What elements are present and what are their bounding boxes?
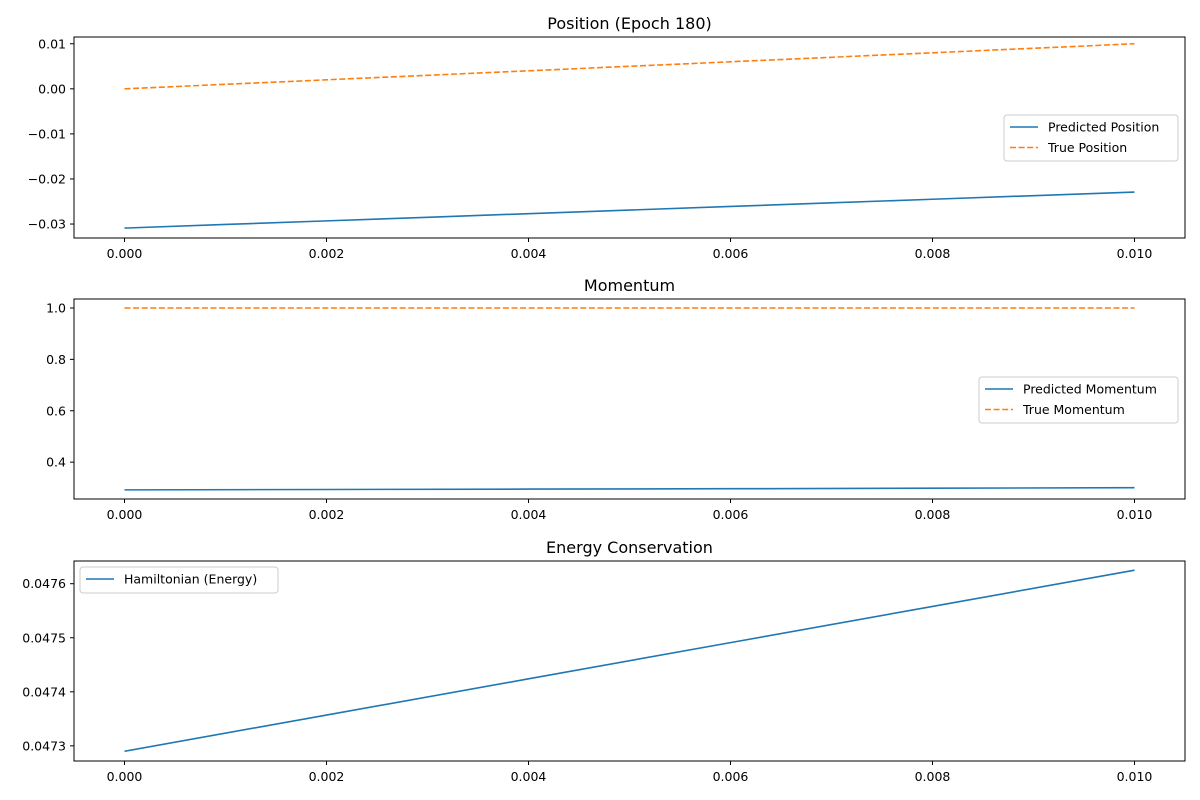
x-tick-label: 0.006 bbox=[713, 769, 749, 784]
x-tick-label: 0.004 bbox=[511, 246, 547, 261]
x-tick-label: 0.000 bbox=[107, 507, 143, 522]
y-tick-label: 0.00 bbox=[38, 81, 66, 96]
x-tick-label: 0.000 bbox=[107, 769, 143, 784]
x-tick-label: 0.002 bbox=[309, 246, 345, 261]
x-tick-label: 0.006 bbox=[713, 246, 749, 261]
x-tick-label: 0.008 bbox=[915, 246, 951, 261]
y-tick-label: 0.8 bbox=[46, 352, 66, 367]
legend-label: Predicted Position bbox=[1048, 120, 1159, 135]
subplot-1: Position (Epoch 180) 0.000 0.002 0.004 0.006… bbox=[28, 14, 1185, 261]
y-tick-label: 0.4 bbox=[46, 455, 66, 470]
x-tick-label: 0.004 bbox=[511, 507, 547, 522]
legend: Hamiltonian (Energy) bbox=[80, 567, 278, 593]
y-tick-label: 0.0474 bbox=[22, 684, 66, 699]
chart-title: Energy Conservation bbox=[546, 538, 713, 557]
legend-label: True Position bbox=[1047, 140, 1127, 155]
y-tick-label: −0.03 bbox=[28, 217, 66, 232]
y-tick-label: 0.0473 bbox=[22, 738, 66, 753]
y-tick-label: 0.01 bbox=[38, 36, 66, 51]
legend-label: Hamiltonian (Energy) bbox=[124, 572, 257, 587]
x-tick-label: 0.010 bbox=[1117, 769, 1153, 784]
y-tick-label: −0.02 bbox=[28, 171, 66, 186]
x-tick-label: 0.010 bbox=[1117, 507, 1153, 522]
subplot-2: Momentum 0.000 0.002 0.004 0.006 0.008 0.010 0.… bbox=[46, 276, 1185, 522]
chart-title: Momentum bbox=[584, 276, 675, 295]
x-tick-label: 0.008 bbox=[915, 507, 951, 522]
subplot-3: Energy Conservation 0.000 0.002 0.004 0.006 0… bbox=[22, 538, 1185, 784]
y-tick-label: 0.6 bbox=[46, 403, 66, 418]
x-tick-label: 0.010 bbox=[1117, 246, 1153, 261]
x-tick-label: 0.006 bbox=[713, 507, 749, 522]
series-line bbox=[125, 192, 1135, 228]
chart-title: Position (Epoch 180) bbox=[547, 14, 711, 33]
x-tick-label: 0.002 bbox=[309, 507, 345, 522]
x-tick-label: 0.008 bbox=[915, 769, 951, 784]
y-tick-label: 1.0 bbox=[46, 300, 66, 315]
legend-label: True Momentum bbox=[1022, 402, 1125, 417]
x-tick-label: 0.004 bbox=[511, 769, 547, 784]
series-line bbox=[125, 44, 1135, 89]
legend: Predicted Position True Position bbox=[1004, 115, 1178, 161]
y-tick-label: 0.0476 bbox=[22, 576, 66, 591]
series-line bbox=[125, 488, 1135, 490]
y-tick-label: −0.01 bbox=[28, 126, 66, 141]
legend: Predicted Momentum True Momentum bbox=[979, 377, 1178, 423]
x-tick-label: 0.002 bbox=[309, 769, 345, 784]
legend-label: Predicted Momentum bbox=[1023, 382, 1157, 397]
x-tick-label: 0.000 bbox=[107, 246, 143, 261]
series-line bbox=[125, 570, 1135, 751]
y-tick-label: 0.0475 bbox=[22, 630, 66, 645]
